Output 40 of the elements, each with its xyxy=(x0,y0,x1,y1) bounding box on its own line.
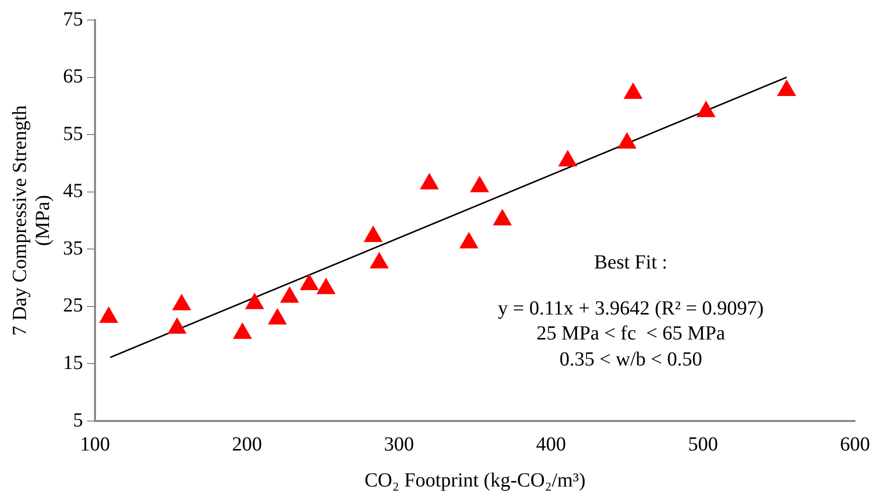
x-tick-label: 400 xyxy=(536,433,566,456)
y-tick-label: 75 xyxy=(63,8,83,30)
point xyxy=(300,274,319,290)
y-tick-label: 65 xyxy=(63,66,83,88)
annotation: Best Fit : xyxy=(594,251,668,274)
point xyxy=(364,226,383,242)
point xyxy=(696,100,716,118)
point xyxy=(316,278,336,294)
point xyxy=(777,79,796,96)
x-tick-label: 300 xyxy=(384,433,414,456)
point xyxy=(492,208,512,226)
y-axis-title: 7 Day Compressive Strength (MPa) xyxy=(8,105,54,336)
point xyxy=(617,132,637,149)
point xyxy=(624,82,643,99)
y-tick-label: 15 xyxy=(63,352,83,374)
annotation: 0.35 < w/b < 0.50 xyxy=(560,348,702,370)
point xyxy=(268,308,287,325)
point xyxy=(459,232,478,248)
annotation: y = 0.11x + 3.9642 (R² = 0.9097) xyxy=(498,297,764,320)
point xyxy=(470,176,490,192)
point xyxy=(168,317,187,334)
point xyxy=(99,306,118,323)
point xyxy=(370,252,389,268)
point xyxy=(280,286,300,303)
y-tick-label: 25 xyxy=(63,294,83,317)
y-tick-label: 5 xyxy=(73,409,83,432)
annotation: 25 MPa < fc < 65 MPa xyxy=(536,322,726,344)
y-tick-label: 35 xyxy=(63,237,83,260)
point xyxy=(172,294,192,310)
x-tick-label: 500 xyxy=(688,433,718,456)
point xyxy=(232,322,252,339)
point xyxy=(245,292,264,310)
y-tick-label: 45 xyxy=(63,180,83,202)
x-tick-label: 100 xyxy=(80,433,110,456)
x-axis-title: CO₂ Footprint (kg-CO₂/m³) xyxy=(364,469,586,492)
x-tick-label: 600 xyxy=(840,433,870,456)
x-tick-label: 200 xyxy=(232,433,262,456)
point xyxy=(558,150,578,166)
y-tick-label: 55 xyxy=(63,122,83,145)
point xyxy=(420,172,439,190)
